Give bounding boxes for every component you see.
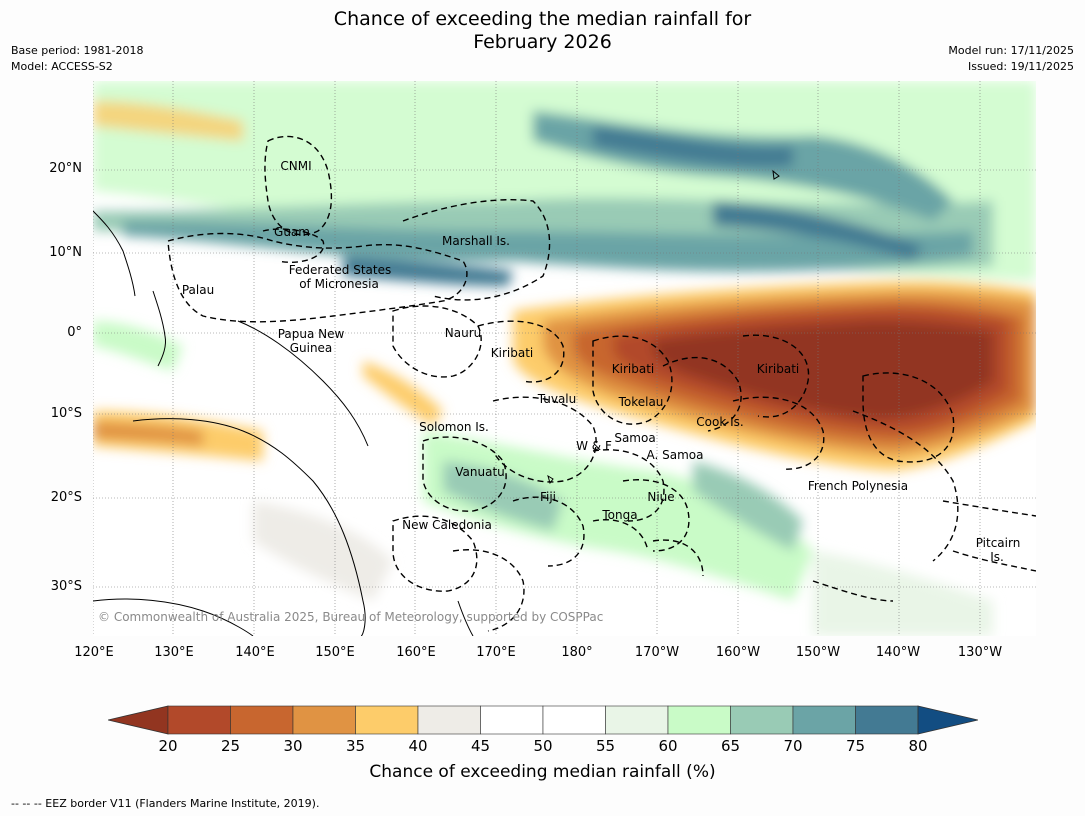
rainfall-map bbox=[93, 81, 1036, 636]
lon-tick: 130°E bbox=[154, 645, 194, 660]
colorbar-tick: 20 bbox=[158, 737, 178, 755]
meta-left: Base period: 1981-2018 Model: ACCESS-S2 bbox=[11, 43, 143, 75]
label-tonga: Tonga bbox=[602, 508, 638, 522]
label-samoa: Samoa bbox=[614, 431, 656, 445]
label-nauru: Nauru bbox=[444, 326, 482, 340]
colorbar-segment bbox=[730, 705, 794, 735]
lon-tick: 150°E bbox=[315, 645, 355, 660]
lon-tick: 150°W bbox=[795, 645, 841, 660]
colorbar-tick: 80 bbox=[908, 737, 928, 755]
colorbar-segment bbox=[167, 705, 231, 735]
lat-tick: 20°N bbox=[49, 161, 82, 176]
eez-borders bbox=[167, 135, 1036, 632]
map-svg bbox=[93, 81, 1036, 636]
colorbar-tick: 30 bbox=[283, 737, 303, 755]
lat-tick: 20°S bbox=[50, 490, 82, 505]
lat-tick: 0° bbox=[67, 325, 82, 340]
label-kiribati-west: Kiribati bbox=[490, 346, 534, 360]
label-kiribati-central: Kiribati bbox=[611, 362, 655, 376]
label-pitcairn-line2: Is. bbox=[990, 550, 1004, 564]
colorbar-segment bbox=[855, 705, 919, 735]
label-marshall-islands: Marshall Is. bbox=[442, 234, 510, 248]
label-palau: Palau bbox=[181, 283, 215, 297]
copyright-notice: © Commonwealth of Australia 2025, Bureau… bbox=[98, 610, 604, 624]
label-fsm-line1: Federated States bbox=[288, 263, 392, 277]
lon-tick: 170°W bbox=[634, 645, 680, 660]
title-line-2: February 2026 bbox=[473, 31, 612, 53]
meta-right: Model run: 17/11/2025 Issued: 19/11/2025 bbox=[948, 43, 1074, 75]
colorbar-segment bbox=[542, 705, 606, 735]
model-name: Model: ACCESS-S2 bbox=[11, 60, 113, 73]
colorbar-label: Chance of exceeding median rainfall (%) bbox=[369, 762, 716, 782]
lat-tick: 10°S bbox=[50, 406, 82, 421]
colorbar-segment bbox=[292, 705, 356, 735]
title-line-1: Chance of exceeding the median rainfall … bbox=[333, 8, 752, 30]
label-vanuatu: Vanuatu bbox=[455, 465, 505, 479]
lat-tick: 10°N bbox=[49, 245, 82, 260]
label-fsm-line2: of Micronesia bbox=[299, 277, 379, 291]
colorbar-tick: 70 bbox=[783, 737, 803, 755]
label-american-samoa: A. Samoa bbox=[646, 448, 704, 462]
colorbar-tick: 60 bbox=[658, 737, 678, 755]
lon-tick: 160°E bbox=[396, 645, 436, 660]
model-run: Model run: 17/11/2025 bbox=[948, 44, 1074, 57]
lon-tick: 180° bbox=[561, 645, 593, 660]
colorbar-segment bbox=[667, 705, 731, 735]
label-cnmi: CNMI bbox=[280, 159, 312, 173]
colorbar-low-extension bbox=[108, 705, 169, 735]
colorbar-segment bbox=[230, 705, 294, 735]
colorbar-segment bbox=[792, 705, 856, 735]
label-cook-islands: Cook Is. bbox=[696, 415, 744, 429]
label-pitcairn-line1: Pitcairn bbox=[975, 536, 1021, 550]
label-new-caledonia: New Caledonia bbox=[402, 518, 492, 532]
label-niue: Niue bbox=[647, 490, 675, 504]
colorbar-segment bbox=[480, 705, 544, 735]
colorbar-tick: 40 bbox=[408, 737, 428, 755]
label-png-line1: Papua New bbox=[277, 327, 345, 341]
label-kiribati-east: Kiribati bbox=[756, 362, 800, 376]
lon-tick: 130°W bbox=[957, 645, 1003, 660]
label-wallis-futuna: W & F bbox=[576, 439, 612, 453]
label-tuvalu: Tuvalu bbox=[537, 392, 577, 406]
label-french-polynesia: French Polynesia bbox=[807, 479, 909, 493]
colorbar-tick: 55 bbox=[595, 737, 616, 755]
lon-tick: 140°E bbox=[235, 645, 275, 660]
colorbar-high-extension bbox=[917, 705, 978, 735]
chart-title: Chance of exceeding the median rainfall … bbox=[0, 8, 1085, 54]
colorbar-segment bbox=[605, 705, 669, 735]
lat-tick: 30°S bbox=[50, 579, 82, 594]
colorbar-segment bbox=[417, 705, 481, 735]
lon-tick: 120°E bbox=[74, 645, 114, 660]
colorbar-tick: 25 bbox=[220, 737, 241, 755]
lon-tick: 140°W bbox=[875, 645, 921, 660]
graticule bbox=[93, 81, 1036, 636]
issued-date: Issued: 19/11/2025 bbox=[967, 60, 1074, 73]
label-solomon-islands: Solomon Is. bbox=[419, 420, 489, 434]
label-tokelau: Tokelau bbox=[618, 395, 664, 409]
colorbar bbox=[108, 705, 978, 735]
lon-tick: 170°E bbox=[476, 645, 516, 660]
coastlines bbox=[93, 169, 780, 636]
colorbar-tick: 65 bbox=[720, 737, 741, 755]
colorbar-tick: 50 bbox=[533, 737, 553, 755]
eez-footnote: -- -- -- EEZ border V11 (Flanders Marine… bbox=[11, 797, 320, 810]
colorbar-tick: 45 bbox=[470, 737, 491, 755]
label-guam: Guam bbox=[274, 225, 310, 239]
label-png-line2: Guinea bbox=[289, 341, 333, 355]
anomaly-fields bbox=[93, 81, 1036, 636]
colorbar-segment bbox=[355, 705, 419, 735]
colorbar-tick: 35 bbox=[345, 737, 366, 755]
base-period: Base period: 1981-2018 bbox=[11, 44, 144, 57]
label-fiji: Fiji bbox=[539, 490, 557, 504]
lon-tick: 160°W bbox=[715, 645, 761, 660]
colorbar-tick: 75 bbox=[845, 737, 866, 755]
